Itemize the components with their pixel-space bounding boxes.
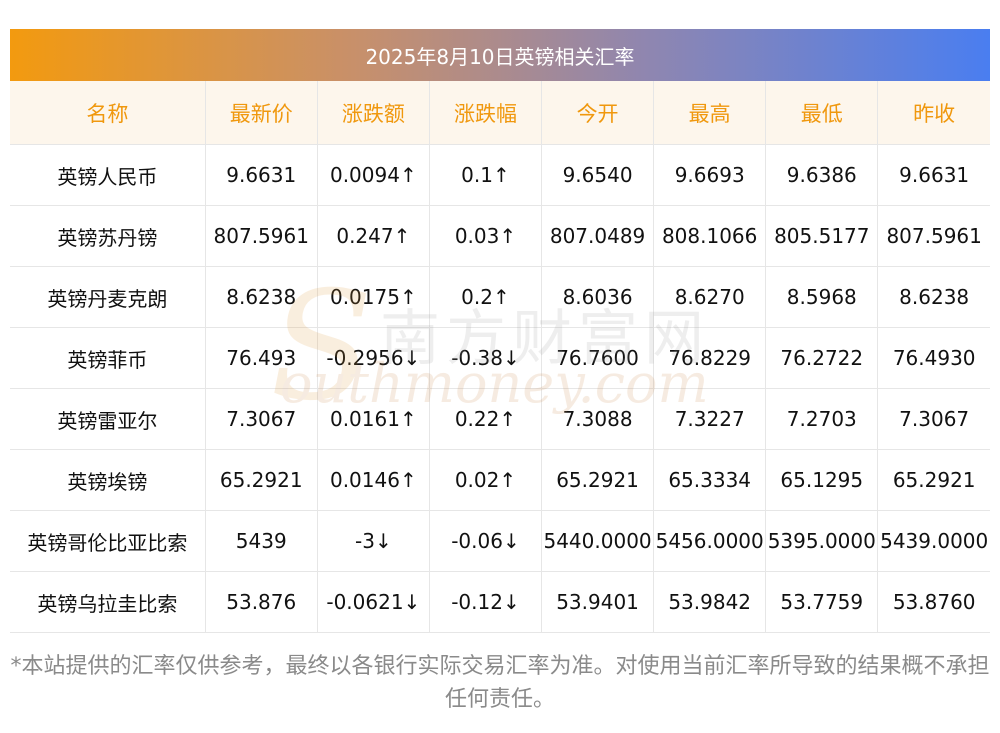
cell-low: 7.2703 [765,388,879,450]
header-name: 名称 [10,81,206,145]
cell-high: 8.6270 [653,266,767,328]
cell-change-pct: 0.02↑ [429,449,543,511]
table-row: 英镑哥伦比亚比索 5439 -3↓ -0.06↓ 5440.0000 5456.0000 5… [10,510,990,572]
cell-latest: 65.2921 [205,449,318,511]
cell-change-pct: -0.38↓ [429,327,543,389]
cell-high: 808.1066 [653,205,767,267]
cell-change: -0.2956↓ [317,327,430,389]
cell-low: 8.5968 [765,266,879,328]
header-open: 今开 [541,81,655,145]
header-latest: 最新价 [205,81,318,145]
exchange-rate-table: 名称 最新价 涨跌额 涨跌幅 今开 最高 最低 昨收 英镑人民币 9.6631 0.… [10,81,990,633]
cell-low: 53.7759 [765,571,879,633]
cell-change: 0.0146↑ [317,449,430,511]
cell-prev-close: 53.8760 [877,571,990,633]
cell-latest: 53.876 [205,571,318,633]
header-change-pct: 涨跌幅 [429,81,543,145]
cell-prev-close: 5439.0000 [877,510,990,572]
cell-change: 0.0161↑ [317,388,430,450]
cell-high: 53.9842 [653,571,767,633]
cell-change-pct: 0.2↑ [429,266,543,328]
header-change: 涨跌额 [317,81,430,145]
cell-name: 英镑丹麦克朗 [10,266,206,328]
table-row: 英镑苏丹镑 807.5961 0.247↑ 0.03↑ 807.0489 808.1066… [10,205,990,267]
table-row: 英镑雷亚尔 7.3067 0.0161↑ 0.22↑ 7.3088 7.3227 7.270… [10,388,990,450]
header-high: 最高 [653,81,767,145]
cell-change-pct: 0.22↑ [429,388,543,450]
cell-name: 英镑人民币 [10,144,206,206]
cell-prev-close: 65.2921 [877,449,990,511]
cell-change-pct: 0.03↑ [429,205,543,267]
cell-low: 805.5177 [765,205,879,267]
header-low: 最低 [765,81,879,145]
cell-latest: 807.5961 [205,205,318,267]
cell-change-pct: 0.1↑ [429,144,543,206]
cell-change: -0.0621↓ [317,571,430,633]
cell-latest: 8.6238 [205,266,318,328]
cell-change-pct: -0.12↓ [429,571,543,633]
header-row: 名称 最新价 涨跌额 涨跌幅 今开 最高 最低 昨收 [10,81,990,145]
table-row: 英镑乌拉圭比索 53.876 -0.0621↓ -0.12↓ 53.9401 53.984… [10,571,990,633]
cell-low: 5395.0000 [765,510,879,572]
cell-name: 英镑菲币 [10,327,206,389]
cell-latest: 7.3067 [205,388,318,450]
cell-high: 76.8229 [653,327,767,389]
cell-high: 5456.0000 [653,510,767,572]
cell-latest: 9.6631 [205,144,318,206]
disclaimer-footnote: *本站提供的汇率仅供参考，最终以各银行实际交易汇率为准。对使用当前汇率所导致的结… [10,654,990,712]
cell-open: 76.7600 [541,327,655,389]
table-row: 英镑菲币 76.493 -0.2956↓ -0.38↓ 76.7600 76.8229 76… [10,327,990,389]
cell-name: 英镑雷亚尔 [10,388,206,450]
cell-low: 65.1295 [765,449,879,511]
table-row: 英镑埃镑 65.2921 0.0146↑ 0.02↑ 65.2921 65.3334 65.… [10,449,990,511]
cell-open: 5440.0000 [541,510,655,572]
cell-prev-close: 807.5961 [877,205,990,267]
table-title: 2025年8月10日英镑相关汇率 [10,29,990,81]
cell-open: 53.9401 [541,571,655,633]
cell-high: 65.3334 [653,449,767,511]
table-row: 英镑人民币 9.6631 0.0094↑ 0.1↑ 9.6540 9.6693 9.6386… [10,144,990,206]
cell-low: 76.2722 [765,327,879,389]
cell-prev-close: 8.6238 [877,266,990,328]
cell-change: 0.0094↑ [317,144,430,206]
cell-prev-close: 9.6631 [877,144,990,206]
cell-change: -3↓ [317,510,430,572]
cell-change: 0.247↑ [317,205,430,267]
cell-prev-close: 7.3067 [877,388,990,450]
cell-latest: 76.493 [205,327,318,389]
cell-low: 9.6386 [765,144,879,206]
cell-open: 65.2921 [541,449,655,511]
cell-change: 0.0175↑ [317,266,430,328]
cell-open: 9.6540 [541,144,655,206]
cell-name: 英镑哥伦比亚比索 [10,510,206,572]
cell-open: 807.0489 [541,205,655,267]
header-prev-close: 昨收 [877,81,990,145]
cell-name: 英镑乌拉圭比索 [10,571,206,633]
table-row: 英镑丹麦克朗 8.6238 0.0175↑ 0.2↑ 8.6036 8.6270 8.596… [10,266,990,328]
cell-open: 8.6036 [541,266,655,328]
cell-latest: 5439 [205,510,318,572]
cell-name: 英镑苏丹镑 [10,205,206,267]
cell-open: 7.3088 [541,388,655,450]
cell-high: 9.6693 [653,144,767,206]
cell-change-pct: -0.06↓ [429,510,543,572]
cell-prev-close: 76.4930 [877,327,990,389]
cell-name: 英镑埃镑 [10,449,206,511]
cell-high: 7.3227 [653,388,767,450]
